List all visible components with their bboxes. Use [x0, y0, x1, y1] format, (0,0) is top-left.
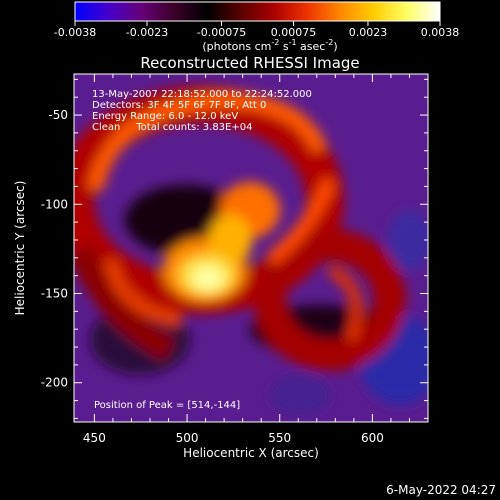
- colorbar-tick-label: -0.0023: [126, 26, 168, 39]
- x-tick-label: 500: [176, 431, 199, 445]
- y-axis-label: Heliocentric Y (arcsec): [13, 181, 27, 316]
- y-tick-label: -200: [41, 376, 68, 390]
- colorbar-tick-label: 0.00075: [271, 26, 317, 39]
- colorbar-unit-label: (photons cm-2 s-1 asec-2): [202, 38, 337, 53]
- annotation-energy-range: Energy Range: 6.0 - 12.0 keV: [92, 111, 238, 122]
- colorbar-tick-label: -0.0038: [54, 26, 96, 39]
- colorbar-tick-label: 0.0023: [349, 26, 388, 39]
- annotation-clean-counts: Clean Total counts: 3.83E+04: [92, 122, 252, 133]
- peak-position-label: Position of Peak = [514,-144]: [94, 400, 240, 411]
- annotation-time-range: 13-May-2007 22:18:52.000 to 22:24:52.000: [92, 89, 312, 100]
- y-tick-label: -50: [48, 108, 68, 122]
- colorbar-tick-label: 0.0038: [421, 26, 460, 39]
- colorbar-ticks: -0.0038 -0.0023 -0.00075 0.00075 0.0023 0.003…: [54, 21, 459, 39]
- colorbar: [74, 1, 441, 22]
- annotation-detectors: Detectors: 3F 4F 5F 6F 7F 8F, Att 0: [92, 100, 266, 111]
- x-axis-label: Heliocentric X (arcsec): [183, 446, 319, 460]
- chart-title: Reconstructed RHESSI Image: [140, 54, 359, 72]
- x-tick-label: 550: [268, 431, 291, 445]
- heatmap-image: [74, 74, 428, 422]
- colorbar-tick-label: -0.00075: [197, 26, 246, 39]
- heatmap-emission: [74, 86, 428, 415]
- plot-frame: [73, 73, 429, 423]
- x-tick-label: 450: [83, 431, 106, 445]
- x-tick-label: 600: [361, 431, 384, 445]
- y-tick-label: -150: [41, 287, 68, 301]
- y-tick-label: -100: [41, 197, 68, 211]
- footer-timestamp: 6-May-2022 04:27: [386, 483, 496, 497]
- axis-ticks: 450 500 550 600 -50 -100 -150 -200: [41, 74, 428, 445]
